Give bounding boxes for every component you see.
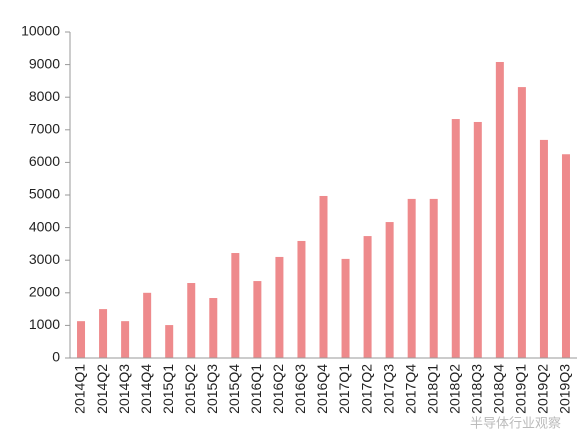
y-tick-label: 9000	[29, 55, 60, 71]
x-tick-label: 2014Q1	[72, 364, 88, 414]
x-tick-label: 2014Q4	[138, 364, 154, 414]
bar	[165, 325, 174, 358]
x-tick-label: 2016Q3	[292, 364, 308, 414]
x-tick-label: 2019Q3	[557, 364, 573, 414]
bar	[297, 240, 306, 358]
bar	[539, 139, 548, 358]
bar	[385, 222, 394, 358]
bar	[473, 121, 482, 358]
bar	[143, 292, 152, 358]
x-tick-label: 2016Q1	[248, 364, 264, 414]
bar	[231, 253, 240, 358]
x-tick-label: 2015Q3	[204, 364, 220, 414]
x-tick-label: 2017Q2	[358, 364, 374, 414]
x-tick-label: 2017Q4	[402, 364, 418, 414]
bar	[187, 283, 196, 358]
x-tick-label: 2018Q4	[491, 364, 507, 414]
x-tick-label: 2018Q1	[424, 364, 440, 414]
x-tick-label: 2015Q1	[160, 364, 176, 414]
x-tick-label: 2019Q2	[535, 364, 551, 414]
x-tick-label: 2016Q2	[270, 364, 286, 414]
bar	[99, 309, 108, 358]
x-tick-label: 2015Q2	[182, 364, 198, 414]
x-tick-label: 2016Q4	[314, 364, 330, 414]
bar	[319, 195, 328, 358]
y-tick-label: 1000	[29, 316, 60, 332]
x-tick-label: 2018Q2	[446, 364, 462, 414]
y-tick-label: 6000	[29, 153, 60, 169]
y-tick-label: 4000	[29, 218, 60, 234]
y-tick-label: 10000	[21, 23, 60, 39]
x-tick-label: 2014Q3	[116, 364, 132, 414]
bar	[495, 61, 504, 358]
bar	[429, 198, 438, 358]
x-tick-label: 2014Q2	[94, 364, 110, 414]
y-tick-label: 2000	[29, 284, 60, 300]
x-tick-label: 2015Q4	[226, 364, 242, 414]
bar	[275, 256, 284, 358]
x-tick-label: 2019Q1	[513, 364, 529, 414]
bar	[407, 198, 416, 358]
bar	[451, 119, 460, 359]
y-tick-label: 3000	[29, 251, 60, 267]
x-tick-label: 2017Q1	[336, 364, 352, 414]
y-tick-label: 8000	[29, 88, 60, 104]
bar	[209, 298, 218, 358]
watermark: 半导体行业观察	[470, 415, 561, 430]
bar	[253, 281, 262, 358]
bar	[121, 321, 130, 358]
y-tick-label: 7000	[29, 121, 60, 137]
y-tick-label: 0	[52, 349, 60, 365]
y-tick-label: 5000	[29, 186, 60, 202]
bar	[517, 87, 526, 359]
bar	[341, 258, 350, 358]
bar	[561, 154, 570, 358]
x-tick-label: 2018Q3	[469, 364, 485, 414]
x-tick-label: 2017Q3	[380, 364, 396, 414]
bar	[77, 321, 86, 358]
bar	[363, 236, 372, 358]
